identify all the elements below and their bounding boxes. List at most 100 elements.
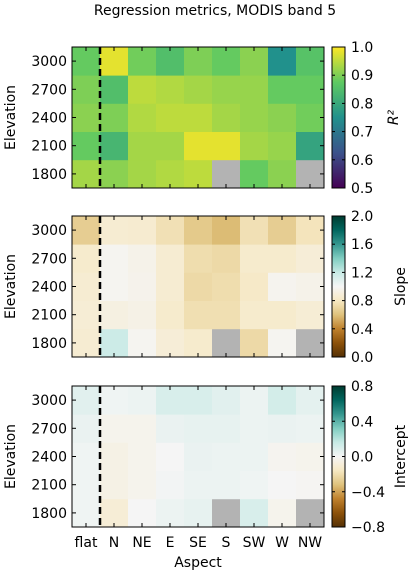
heatmap-cell: [156, 470, 185, 500]
y-tick-label: 3000: [31, 54, 67, 70]
y-tick-label: 2100: [31, 478, 67, 494]
colorbar: [331, 215, 346, 358]
colorbar-tick-label: 0.8: [351, 96, 373, 112]
heatmap-cell: [212, 272, 241, 301]
heatmap-cell: [156, 386, 185, 415]
colorbar-tick-label: 1.6: [351, 237, 373, 253]
colorbar-tick-label: −0.4: [351, 485, 385, 501]
y-tick-label: 2400: [31, 450, 67, 466]
heatmap-cell: [240, 131, 269, 161]
heatmap-cell: [100, 300, 129, 330]
heatmap-cell: [156, 216, 185, 245]
colorbar-tick-label: 0.9: [351, 68, 373, 84]
x-tick-label: E: [166, 535, 175, 551]
heatmap-cell: [100, 47, 129, 76]
heatmap-cell: [268, 300, 297, 330]
heatmap-cell: [240, 414, 269, 443]
heatmap-cell: [128, 470, 157, 500]
heatmap-cell: [268, 75, 297, 104]
heatmap-cell: [212, 442, 241, 471]
colorbar-tick-label: 0.6: [351, 153, 373, 169]
colorbar-tick-label: 1.0: [351, 40, 373, 56]
heatmap-cell: [184, 470, 213, 500]
heatmap-cell: [100, 328, 129, 358]
heatmap-cell: [100, 272, 129, 301]
heatmap-cell: [240, 498, 269, 528]
colorbar-tick-label: 0.0: [351, 350, 373, 366]
heatmap-cell: [184, 159, 213, 189]
heatmap-panel-3: 1800 2100 2400 2700 3000 Elevation −0.8 −0.4 0.0…: [3, 379, 409, 571]
heatmap-cell: [72, 47, 101, 76]
colorbar-tick-label: 0.8: [351, 379, 373, 395]
heatmap-cell: [100, 442, 129, 471]
heatmap-cell: [268, 386, 297, 415]
heatmap-cell: [156, 414, 185, 443]
colorbar-tick-label: 0.4: [351, 322, 373, 338]
heatmap-cell: [100, 131, 129, 161]
heatmap-cell: [128, 131, 157, 161]
y-tick-label: 2700: [31, 251, 67, 267]
heatmap-cell: [128, 47, 157, 76]
y-tick-label: 2100: [31, 139, 67, 155]
heatmap-cell: [72, 244, 101, 273]
heatmap-cell: [128, 272, 157, 301]
y-tick-label: 2700: [31, 82, 67, 98]
heatmap-cell: [156, 47, 185, 76]
heatmap-cell: [128, 414, 157, 443]
colorbar-tick-label: 0.0: [351, 450, 373, 466]
heatmap-cell: [212, 470, 241, 500]
heatmap-cell: [128, 328, 157, 358]
heatmap-cell: [100, 244, 129, 273]
heatmap-cell: [156, 75, 185, 104]
heatmap-cell: [296, 386, 325, 415]
heatmap-cell: [156, 498, 185, 528]
heatmap-panel-1: 1800 2100 2400 2700 3000 Elevation 0.5 0.6 0.7 0.…: [3, 40, 402, 197]
heatmap-cell: [128, 244, 157, 273]
heatmap-cell: [100, 216, 129, 245]
colorbar-tick-label: 1.2: [351, 265, 373, 281]
heatmap-cell: [156, 103, 185, 132]
heatmap-cell: [100, 103, 129, 132]
heatmap-cell: [128, 159, 157, 189]
heatmap-cell: [212, 414, 241, 443]
heatmap-cell: [156, 159, 185, 189]
heatmap-cell: [240, 103, 269, 132]
heatmap-cell: [268, 414, 297, 443]
x-tick-label: N: [109, 535, 119, 551]
heatmap-cell: [268, 442, 297, 471]
heatmap-cell: [72, 498, 101, 528]
colorbar-tick-label: 0.7: [351, 125, 373, 141]
y-tick-label: 3000: [31, 223, 67, 239]
heatmap-cell: [268, 470, 297, 500]
heatmap-cell: [184, 442, 213, 471]
heatmap-cell: [212, 216, 241, 245]
y-tick-label: 2100: [31, 308, 67, 324]
heatmap-cell: [212, 386, 241, 415]
y-tick-label: 2400: [31, 280, 67, 296]
heatmap-cell: [72, 159, 101, 189]
x-tick-label: S: [222, 535, 231, 551]
heatmap-cell: [296, 498, 325, 528]
x-axis-label: Aspect: [174, 555, 222, 571]
heatmap-cell: [156, 300, 185, 330]
heatmap-cell: [296, 159, 325, 189]
heatmap-cell: [240, 442, 269, 471]
heatmap-cell: [156, 328, 185, 358]
heatmap-cell: [156, 244, 185, 273]
heatmap-cell: [100, 386, 129, 415]
heatmap-cell: [268, 272, 297, 301]
heatmap-cell: [184, 47, 213, 76]
heatmap-cell: [72, 300, 101, 330]
heatmap-cell: [128, 442, 157, 471]
heatmap-cell: [240, 47, 269, 76]
heatmap-cell: [268, 131, 297, 161]
heatmap-cell: [184, 216, 213, 245]
y-tick-label: 3000: [31, 393, 67, 409]
heatmap-cell: [72, 386, 101, 415]
heatmap-cell: [296, 300, 325, 330]
heatmap-cell: [184, 103, 213, 132]
heatmap-cell: [156, 272, 185, 301]
x-tick-label: flat: [75, 535, 98, 551]
heatmap-cell: [72, 75, 101, 104]
